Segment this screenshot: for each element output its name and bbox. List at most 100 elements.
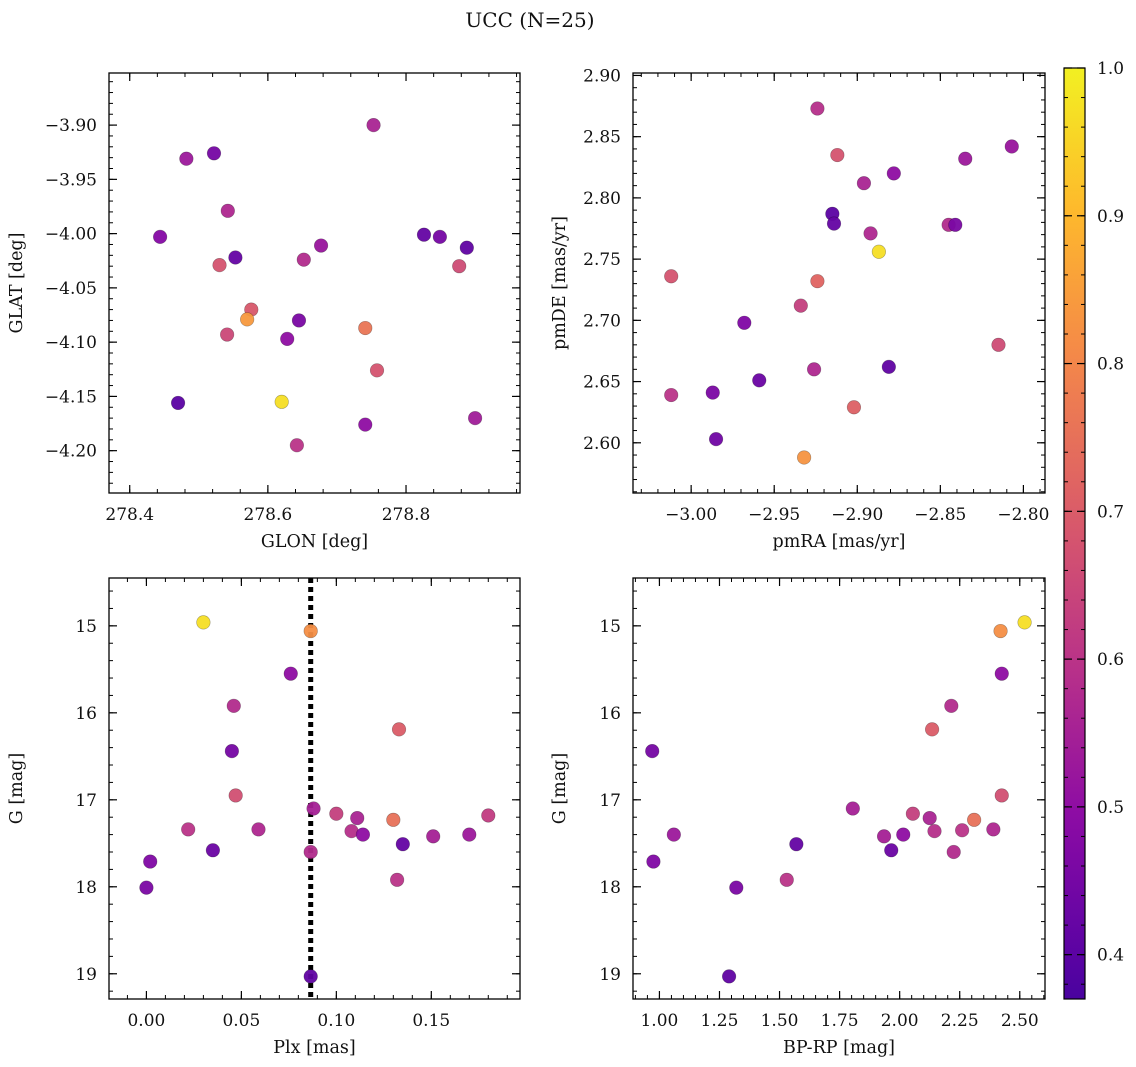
y-tick-label: −4.00: [45, 225, 97, 245]
data-point: [313, 238, 329, 253]
data-point: [196, 615, 211, 630]
axes-frame: [632, 72, 1046, 494]
data-point: [391, 722, 407, 737]
data-point: [646, 854, 661, 869]
y-axis-label: G [mag]: [7, 753, 27, 824]
y-tick-label: −4.10: [45, 333, 97, 353]
data-point: [948, 217, 963, 232]
data-point: [863, 226, 878, 241]
data-point: [280, 331, 295, 346]
x-tick-label: −2.95: [748, 505, 800, 525]
y-tick-label: 15: [599, 617, 621, 637]
colorbar-frame: [1063, 67, 1086, 1000]
y-tick-label: 2.75: [583, 250, 621, 270]
data-point: [944, 698, 959, 713]
data-point: [228, 250, 243, 265]
data-point: [179, 151, 194, 166]
x-tick-label: 1.50: [761, 1011, 799, 1031]
data-point: [452, 259, 467, 274]
data-point: [927, 824, 942, 839]
data-point: [1017, 615, 1032, 630]
data-point: [205, 843, 220, 858]
data-point: [705, 385, 720, 400]
y-axis-label: GLAT [deg]: [7, 233, 27, 334]
x-tick-label: 0.00: [127, 1011, 165, 1031]
colorbar-tick-label: 0.7: [1097, 502, 1124, 522]
data-point: [350, 810, 365, 826]
y-tick-label: 2.80: [583, 189, 621, 209]
x-tick-label: 1.75: [821, 1011, 859, 1031]
colorbar-tick-label: 0.9: [1097, 207, 1124, 227]
data-point: [810, 274, 825, 289]
data-point: [251, 822, 266, 837]
data-point: [153, 229, 168, 244]
data-point: [708, 432, 724, 447]
axes-frame: [632, 577, 1046, 1000]
x-axis-label: pmRA [mas/yr]: [773, 532, 906, 552]
panel-color-mag: 1.00 1.25 1.50 1.75 2.00 2.25 2.50 15 16 17 18 19 BP…: [550, 577, 1046, 1058]
data-point: [922, 810, 937, 826]
data-point: [181, 822, 196, 837]
y-tick-label: 18: [599, 878, 621, 898]
data-point: [793, 298, 808, 313]
y-tick-label: −4.15: [45, 387, 97, 407]
data-point: [481, 808, 496, 823]
y-tick-label: 17: [75, 791, 97, 811]
data-point: [291, 313, 307, 328]
panel-plx-g: 0.00 0.05 0.10 0.15 15 16 17 18 19 Plx [mas] G [ma…: [7, 577, 521, 1058]
x-tick-label: 278.6: [244, 505, 293, 525]
data-point: [986, 822, 1001, 837]
data-point: [369, 363, 385, 378]
colorbar-tick-label: 1.0: [1097, 59, 1124, 79]
data-point: [876, 829, 892, 844]
figure-title: UCC (N=25): [465, 8, 594, 32]
data-point: [924, 722, 940, 737]
axes-frame: [108, 577, 521, 1000]
y-tick-label: 2.60: [583, 434, 621, 454]
data-point: [228, 788, 243, 803]
data-point: [896, 827, 911, 842]
data-point: [459, 240, 474, 255]
data-point: [779, 872, 794, 887]
data-point: [426, 829, 441, 844]
y-tick-label: −4.20: [45, 442, 97, 462]
data-point: [645, 743, 660, 759]
data-point: [806, 362, 822, 377]
x-tick-label: −2.80: [997, 505, 1049, 525]
x-tick-label: 1.25: [701, 1011, 739, 1031]
data-point: [355, 827, 371, 842]
panel-glon-glat: 278.4 278.6 278.8 −3.90 −3.95 −4.00 −4.05 −4.10…: [7, 72, 521, 552]
y-axis-label: G [mag]: [550, 753, 570, 824]
data-point: [721, 969, 737, 984]
data-point: [274, 394, 289, 409]
data-point: [993, 623, 1008, 639]
y-tick-label: 18: [75, 878, 97, 898]
x-tick-label: −3.00: [665, 505, 717, 525]
data-point: [789, 837, 804, 852]
data-point: [220, 203, 235, 218]
data-point: [303, 623, 318, 639]
panel-pm: −3.00 −2.95 −2.90 −2.85 −2.80 2.60 2.65 2.70 2.7…: [550, 66, 1049, 552]
axes-frame: [108, 72, 521, 494]
data-point: [994, 666, 1009, 681]
colorbar-tick-label: 0.5: [1097, 798, 1124, 818]
x-tick-label: 2.50: [1001, 1011, 1039, 1031]
y-tick-label: 17: [599, 791, 621, 811]
data-point: [462, 827, 477, 842]
x-axis-label: Plx [mas]: [273, 1038, 355, 1058]
y-tick-label: −3.90: [45, 116, 97, 136]
data-point: [797, 450, 812, 465]
data-point: [729, 880, 744, 895]
y-tick-label: 16: [599, 704, 621, 724]
y-tick-label: 19: [75, 965, 97, 985]
x-tick-label: −2.85: [914, 505, 966, 525]
x-tick-label: 1.00: [640, 1011, 678, 1031]
data-point: [967, 812, 982, 827]
data-point: [358, 320, 373, 336]
x-tick-label: 0.10: [317, 1011, 355, 1031]
data-point: [170, 395, 186, 411]
colorbar-tick-label: 0.4: [1097, 946, 1124, 966]
data-point: [871, 244, 886, 259]
data-point: [737, 315, 752, 330]
